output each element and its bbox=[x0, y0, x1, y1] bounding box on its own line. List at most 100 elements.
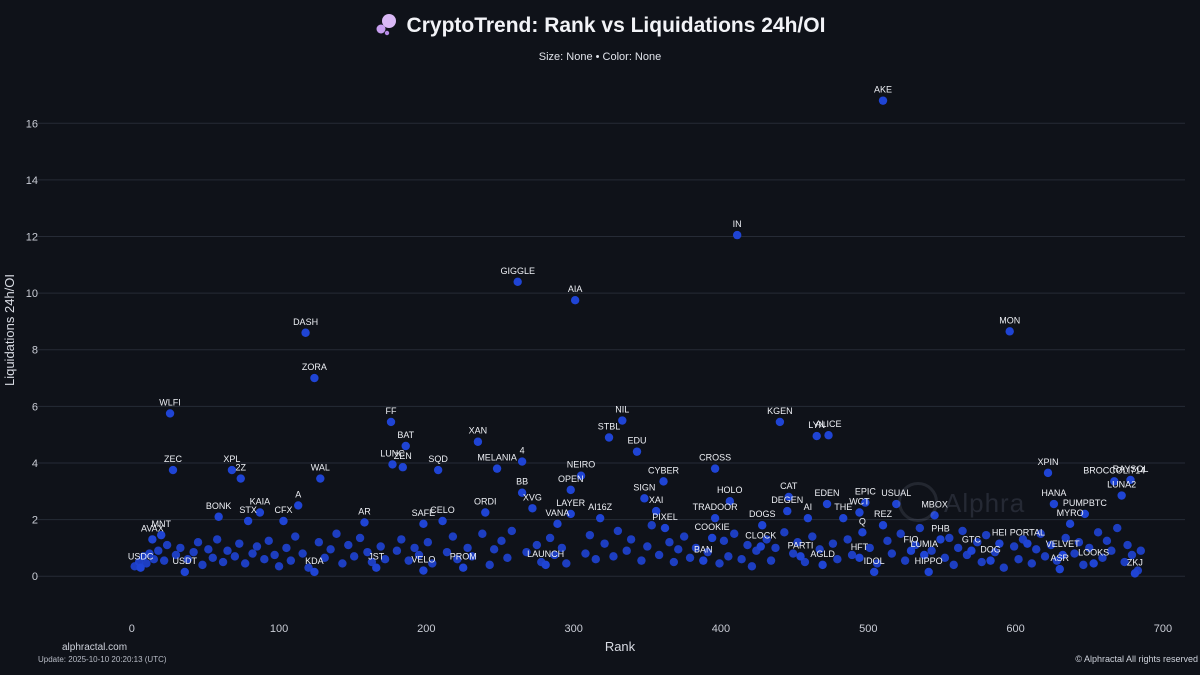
data-point[interactable] bbox=[497, 536, 506, 546]
data-point[interactable] bbox=[1065, 519, 1075, 529]
data-point[interactable] bbox=[665, 538, 674, 547]
data-point[interactable] bbox=[669, 557, 679, 567]
data-point[interactable] bbox=[326, 545, 335, 554]
data-point[interactable] bbox=[274, 562, 284, 571]
data-point[interactable] bbox=[839, 513, 848, 523]
data-point[interactable] bbox=[1127, 550, 1137, 560]
data-point[interactable] bbox=[915, 523, 925, 533]
data-point[interactable] bbox=[355, 533, 365, 543]
data-point[interactable] bbox=[550, 550, 559, 560]
data-point[interactable] bbox=[600, 539, 609, 548]
data-point[interactable] bbox=[784, 492, 793, 502]
data-point[interactable] bbox=[973, 538, 982, 547]
data-point[interactable] bbox=[927, 546, 936, 555]
data-point[interactable] bbox=[316, 474, 325, 483]
data-point[interactable] bbox=[1058, 550, 1067, 560]
data-point[interactable] bbox=[367, 557, 377, 567]
data-point[interactable] bbox=[513, 277, 522, 287]
data-point[interactable] bbox=[1089, 559, 1098, 568]
data-point[interactable] bbox=[1110, 477, 1119, 486]
data-point[interactable] bbox=[541, 560, 550, 570]
data-point[interactable] bbox=[659, 477, 668, 486]
data-point[interactable] bbox=[478, 529, 487, 538]
data-point[interactable] bbox=[878, 521, 888, 530]
data-point[interactable] bbox=[176, 543, 185, 553]
data-point[interactable] bbox=[380, 555, 390, 564]
data-point[interactable] bbox=[243, 516, 253, 526]
data-point[interactable] bbox=[800, 557, 810, 567]
data-point[interactable] bbox=[1085, 543, 1094, 553]
data-point[interactable] bbox=[392, 546, 402, 555]
data-point[interactable] bbox=[386, 417, 396, 427]
data-point[interactable] bbox=[865, 543, 874, 553]
data-point[interactable] bbox=[136, 563, 145, 572]
data-point[interactable] bbox=[896, 529, 905, 538]
data-point[interactable] bbox=[861, 498, 870, 507]
data-point[interactable] bbox=[1098, 553, 1107, 563]
data-point[interactable] bbox=[725, 496, 735, 506]
data-point[interactable] bbox=[900, 556, 910, 565]
data-point[interactable] bbox=[517, 488, 527, 497]
data-point[interactable] bbox=[981, 530, 991, 540]
data-point[interactable] bbox=[771, 543, 780, 553]
data-point[interactable] bbox=[1080, 509, 1090, 519]
data-point[interactable] bbox=[485, 560, 494, 570]
data-point[interactable] bbox=[1055, 564, 1064, 574]
data-point[interactable] bbox=[270, 550, 279, 560]
data-point[interactable] bbox=[458, 563, 468, 572]
data-point[interactable] bbox=[911, 540, 920, 550]
data-point[interactable] bbox=[260, 555, 269, 564]
data-point[interactable] bbox=[423, 538, 433, 547]
data-point[interactable] bbox=[165, 409, 175, 418]
data-point[interactable] bbox=[967, 546, 976, 555]
data-point[interactable] bbox=[428, 559, 437, 568]
data-point[interactable] bbox=[453, 555, 462, 564]
data-point[interactable] bbox=[613, 526, 623, 536]
data-point[interactable] bbox=[632, 447, 642, 456]
data-point[interactable] bbox=[145, 549, 154, 558]
data-point[interactable] bbox=[481, 508, 490, 517]
data-point[interactable] bbox=[815, 545, 824, 554]
data-point[interactable] bbox=[255, 508, 265, 517]
data-point[interactable] bbox=[557, 543, 567, 553]
data-point[interactable] bbox=[304, 563, 313, 572]
data-point[interactable] bbox=[522, 547, 531, 557]
data-point[interactable] bbox=[492, 464, 502, 473]
data-point[interactable] bbox=[230, 552, 240, 561]
data-point[interactable] bbox=[1120, 557, 1129, 567]
data-point[interactable] bbox=[945, 533, 954, 543]
data-point[interactable] bbox=[291, 532, 300, 541]
data-point[interactable] bbox=[442, 547, 452, 557]
data-point[interactable] bbox=[747, 562, 757, 571]
data-point[interactable] bbox=[743, 540, 752, 550]
brand-link[interactable]: alphractal.com bbox=[62, 642, 128, 653]
data-point[interactable] bbox=[338, 559, 347, 568]
data-point[interactable] bbox=[1130, 569, 1140, 578]
data-point[interactable] bbox=[604, 433, 614, 442]
data-point[interactable] bbox=[566, 509, 575, 519]
data-point[interactable] bbox=[609, 552, 618, 561]
data-point[interactable] bbox=[674, 545, 683, 554]
data-point[interactable] bbox=[1043, 468, 1053, 478]
data-point[interactable] bbox=[1117, 491, 1126, 500]
data-point[interactable] bbox=[691, 543, 701, 553]
data-point[interactable] bbox=[294, 501, 303, 510]
data-point[interactable] bbox=[517, 457, 527, 466]
data-point[interactable] bbox=[843, 535, 852, 544]
data-point[interactable] bbox=[732, 230, 742, 240]
data-point[interactable] bbox=[467, 552, 477, 561]
data-point[interactable] bbox=[855, 553, 864, 563]
data-point[interactable] bbox=[473, 437, 483, 446]
data-point[interactable] bbox=[822, 499, 832, 509]
data-point[interactable] bbox=[828, 539, 838, 548]
data-point[interactable] bbox=[528, 504, 537, 513]
data-point[interactable] bbox=[310, 373, 319, 383]
data-point[interactable] bbox=[783, 506, 792, 516]
data-point[interactable] bbox=[310, 567, 319, 577]
data-point[interactable] bbox=[562, 559, 571, 568]
data-point[interactable] bbox=[762, 535, 771, 544]
data-point[interactable] bbox=[332, 529, 341, 538]
data-point[interactable] bbox=[448, 532, 458, 541]
data-point[interactable] bbox=[360, 518, 369, 527]
data-point[interactable] bbox=[404, 556, 413, 565]
